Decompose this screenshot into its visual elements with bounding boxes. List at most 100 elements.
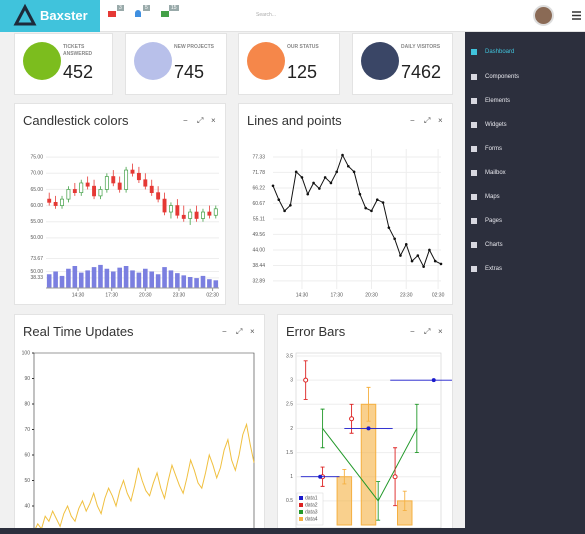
menu-label: Mailbox xyxy=(485,170,506,176)
tick-label: 100 xyxy=(22,350,31,356)
menu-label: Extras xyxy=(485,266,503,272)
panel-control[interactable]: × xyxy=(438,116,443,125)
error-bar xyxy=(342,469,347,485)
stat-label: TICKETS ANSWERED xyxy=(63,44,93,57)
menu-toggle[interactable] xyxy=(572,11,582,21)
tick-label: 1.5 xyxy=(286,450,293,456)
volume-bar xyxy=(91,267,97,288)
point xyxy=(364,206,367,210)
legend-swatch xyxy=(299,517,303,521)
volume-bar xyxy=(110,271,116,288)
point xyxy=(431,378,436,383)
volume-bar xyxy=(181,275,187,288)
panel-title: Candlestick colors xyxy=(23,113,129,128)
tick-label: 49.56 xyxy=(252,232,265,238)
stat-value: 452 xyxy=(63,62,94,82)
stat-label: OUR STATUS xyxy=(287,44,319,50)
volume-bar xyxy=(98,264,103,288)
volume-bar xyxy=(175,273,180,288)
candle-body xyxy=(136,172,141,181)
avatar[interactable] xyxy=(533,5,554,26)
menu-icon xyxy=(471,49,477,55)
tick-label: 20:30 xyxy=(365,292,378,298)
stat-icon xyxy=(23,42,61,80)
menu-item[interactable]: Widgets xyxy=(465,118,585,132)
bar xyxy=(360,403,377,526)
menu-item[interactable]: Dashboard xyxy=(465,45,585,59)
legend-label: data4 xyxy=(305,516,318,522)
tick-label: 40 xyxy=(24,503,30,509)
point xyxy=(349,416,355,422)
point xyxy=(375,198,379,202)
legend-label: data3 xyxy=(305,509,318,515)
point xyxy=(271,184,275,188)
point xyxy=(283,209,286,213)
panel-control[interactable]: ⤢ xyxy=(424,116,431,125)
menu-icon xyxy=(471,146,477,152)
error-bar xyxy=(366,386,371,422)
menu-item[interactable]: Components xyxy=(465,70,585,84)
volume-bar xyxy=(46,274,52,288)
point xyxy=(399,254,402,257)
tick-label: 66.22 xyxy=(252,185,265,191)
menu-item[interactable]: Charts xyxy=(465,238,585,252)
panel-control[interactable]: × xyxy=(250,327,255,336)
panel-control[interactable]: − xyxy=(222,327,227,336)
panel-control[interactable]: − xyxy=(183,116,188,125)
panel-control[interactable]: × xyxy=(438,327,443,336)
tick-label: 38.33 xyxy=(30,275,43,281)
candle-body xyxy=(60,198,64,206)
candle-body xyxy=(117,182,122,190)
error-bar xyxy=(414,403,419,454)
menu-item[interactable]: Mailbox xyxy=(465,166,585,180)
candle-body xyxy=(143,179,148,187)
volume-bar xyxy=(207,279,212,288)
msg-icon[interactable] xyxy=(161,11,169,17)
stat-card: NEW PROJECTS 745 xyxy=(125,33,227,95)
search[interactable]: Search... xyxy=(256,12,277,18)
point xyxy=(289,204,292,207)
panel: 77.33 71.78 66.22 60.67 55.11 49.56 44.00 38.44… xyxy=(238,103,453,305)
tick-label: 02:30 xyxy=(432,292,445,298)
candle-body xyxy=(188,211,193,219)
candle-body xyxy=(124,169,129,190)
volume-bar xyxy=(162,267,167,288)
volume-bar xyxy=(59,275,65,288)
panel-control[interactable]: ⤢ xyxy=(424,327,431,336)
brand[interactable]: Baxster xyxy=(0,0,100,32)
sidebar: Dashboard Components Elements Widgets Forms M… xyxy=(465,32,585,534)
menu-item[interactable]: Maps xyxy=(465,190,585,204)
panel-control[interactable]: ⤢ xyxy=(236,327,243,336)
tick-label: 60.00 xyxy=(30,203,43,209)
menu-item[interactable]: Elements xyxy=(465,94,585,108)
panel-control[interactable]: ⤢ xyxy=(197,116,204,125)
panel-control[interactable]: − xyxy=(410,327,415,336)
panel-title: Real Time Updates xyxy=(23,324,134,339)
plot-frame xyxy=(33,352,255,533)
stat-value: 125 xyxy=(287,62,318,82)
stat-label: NEW PROJECTS xyxy=(174,44,215,50)
candle-body xyxy=(92,185,97,197)
menu-label: Maps xyxy=(485,194,500,200)
tick-label: 3 xyxy=(290,377,293,383)
candle-body xyxy=(79,182,84,194)
panel-control[interactable]: − xyxy=(410,116,415,125)
tick-label: 23:30 xyxy=(173,292,186,298)
point xyxy=(393,237,396,241)
badge: 5 xyxy=(143,5,150,11)
point xyxy=(433,259,437,263)
menu-item[interactable]: Pages xyxy=(465,214,585,228)
menu-item[interactable]: Extras xyxy=(465,262,585,276)
point xyxy=(300,176,304,179)
tick-label: 2.5 xyxy=(286,402,293,408)
bell-icon[interactable] xyxy=(135,10,141,17)
point xyxy=(410,259,414,263)
stat-card: DAILY VISITORS 7462 xyxy=(352,33,453,95)
volume-bar xyxy=(123,266,129,288)
panel-control[interactable]: × xyxy=(211,116,216,125)
point xyxy=(294,170,298,174)
point xyxy=(366,426,371,431)
mail-icon[interactable] xyxy=(108,11,116,17)
menu-item[interactable]: Forms xyxy=(465,142,585,156)
point xyxy=(306,192,310,196)
